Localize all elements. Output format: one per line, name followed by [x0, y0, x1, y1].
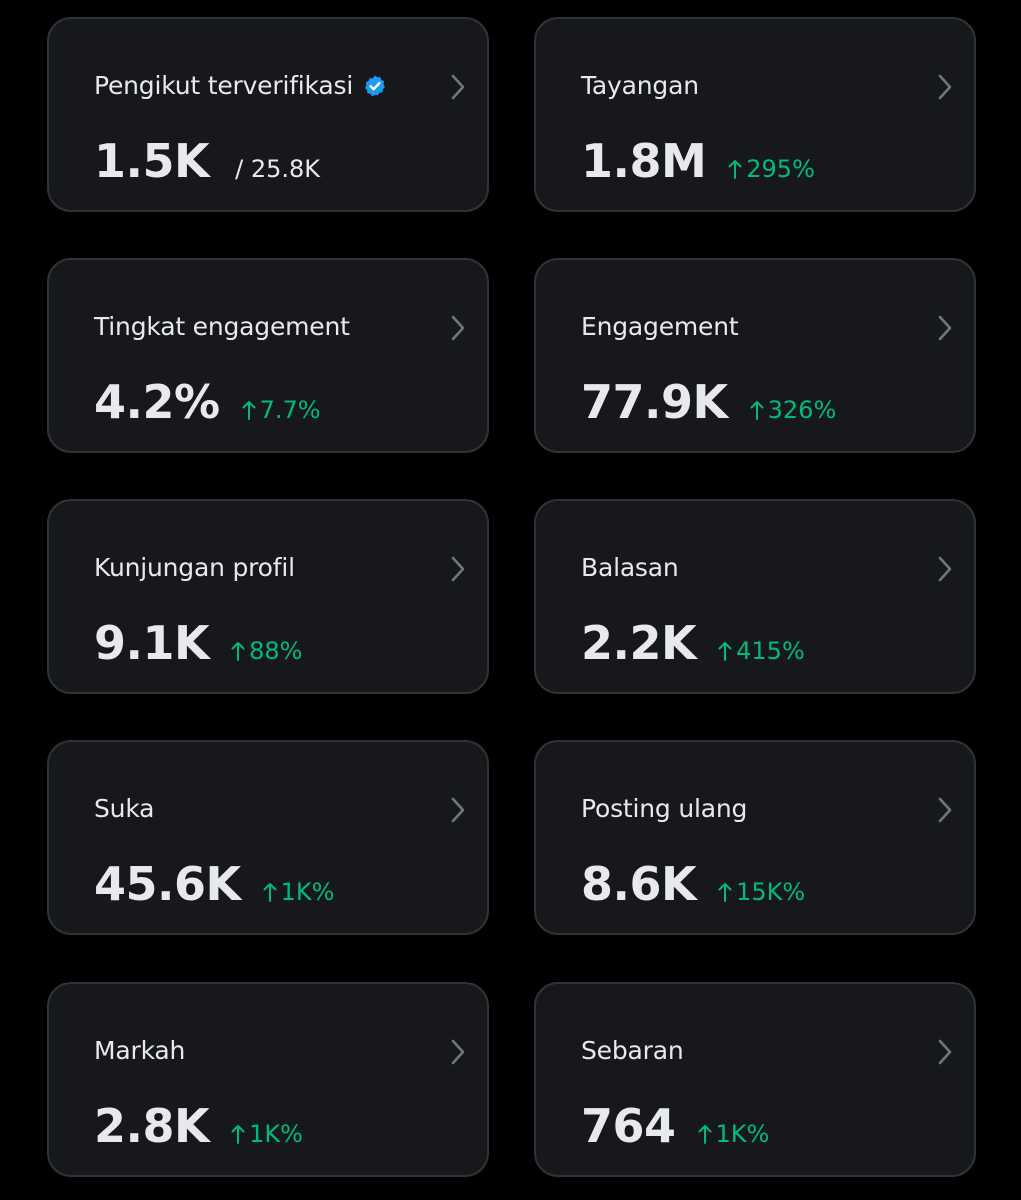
metric-value-row: 2.2K 415%	[581, 615, 805, 671]
chevron-right-icon	[451, 315, 465, 341]
metric-card-profile-visits[interactable]: Kunjungan profil 9.1K 88%	[47, 499, 489, 694]
metric-change: 1K%	[698, 1120, 770, 1148]
metric-value: 8.6K	[581, 857, 697, 911]
arrow-up-icon	[750, 401, 764, 420]
arrow-up-icon	[263, 883, 277, 902]
chevron-right-icon	[938, 797, 952, 823]
metric-value-row: 1.5K / 25.8K	[94, 133, 320, 189]
arrow-up-icon	[728, 160, 742, 179]
metric-change: 88%	[231, 637, 302, 665]
metric-value: 1.8M	[581, 134, 707, 188]
metric-value: 45.6K	[94, 857, 241, 911]
arrow-up-icon	[231, 642, 245, 661]
metric-label: Tayangan	[581, 71, 699, 100]
metric-value-row: 4.2% 7.7%	[94, 374, 321, 430]
metric-value: 77.9K	[581, 375, 728, 429]
metric-value-row: 1.8M 295%	[581, 133, 815, 189]
chevron-right-icon	[451, 74, 465, 100]
metric-change: 7.7%	[242, 396, 321, 424]
metric-change: 326%	[750, 396, 837, 424]
metric-card-likes[interactable]: Suka 45.6K 1K%	[47, 740, 489, 935]
metric-change: 295%	[728, 155, 815, 183]
chevron-right-icon	[938, 1039, 952, 1065]
chevron-right-icon	[451, 1039, 465, 1065]
metric-value-row: 77.9K 326%	[581, 374, 836, 430]
metric-total: / 25.8K	[235, 155, 321, 183]
metric-label: Posting ulang	[581, 794, 748, 823]
metric-change-value: 326%	[767, 396, 837, 424]
metric-label: Markah	[94, 1036, 186, 1065]
metric-value: 2.2K	[581, 616, 697, 670]
metric-change-value: 415%	[736, 637, 805, 665]
metric-change: 1K%	[231, 1120, 303, 1148]
metric-change-value: 1K%	[280, 878, 335, 906]
metric-card-shares[interactable]: Sebaran 764 1K%	[534, 982, 976, 1177]
metric-value: 9.1K	[94, 616, 210, 670]
metric-change-value: 7.7%	[259, 396, 321, 424]
metric-value: 1.5K	[94, 134, 210, 188]
metric-card-verified-followers[interactable]: Pengikut terverifikasi 1.5K / 25.8K	[47, 17, 489, 212]
metric-value: 4.2%	[94, 375, 220, 429]
arrow-up-icon	[231, 1125, 245, 1144]
metric-card-engagement[interactable]: Engagement 77.9K 326%	[534, 258, 976, 453]
metric-value-row: 2.8K 1K%	[94, 1098, 303, 1154]
metric-change-value: 15K%	[736, 878, 806, 906]
metric-card-bookmarks[interactable]: Markah 2.8K 1K%	[47, 982, 489, 1177]
metric-value-row: 9.1K 88%	[94, 615, 302, 671]
chevron-right-icon	[938, 315, 952, 341]
metric-value-row: 8.6K 15K%	[581, 856, 805, 912]
metric-label: Kunjungan profil	[94, 553, 295, 582]
metric-label: Balasan	[581, 553, 679, 582]
metric-value-row: 764 1K%	[581, 1098, 769, 1154]
metric-label: Suka	[94, 794, 155, 823]
chevron-right-icon	[938, 556, 952, 582]
metric-change: 415%	[718, 637, 805, 665]
metric-change-value: 88%	[249, 637, 303, 665]
chevron-right-icon	[451, 797, 465, 823]
metric-card-reposts[interactable]: Posting ulang 8.6K 15K%	[534, 740, 976, 935]
metric-label: Engagement	[581, 312, 739, 341]
metric-value-row: 45.6K 1K%	[94, 856, 334, 912]
metric-change: 1K%	[263, 878, 335, 906]
metric-card-replies[interactable]: Balasan 2.2K 415%	[534, 499, 976, 694]
arrow-up-icon	[242, 401, 256, 420]
metric-value: 764	[581, 1099, 676, 1153]
arrow-up-icon	[718, 883, 732, 902]
metric-label: Tingkat engagement	[94, 312, 350, 341]
arrow-up-icon	[718, 642, 732, 661]
metric-change-value: 1K%	[715, 1120, 770, 1148]
metric-card-impressions[interactable]: Tayangan 1.8M 295%	[534, 17, 976, 212]
verified-badge-icon	[365, 75, 386, 97]
metric-change-value: 295%	[746, 155, 815, 183]
metric-label-row: Pengikut terverifikasi	[94, 71, 387, 101]
metric-value: 2.8K	[94, 1099, 210, 1153]
chevron-right-icon	[938, 74, 952, 100]
metric-label: Pengikut terverifikasi	[94, 71, 354, 100]
metric-change: 15K%	[718, 878, 805, 906]
arrow-up-icon	[698, 1125, 712, 1144]
metric-change-value: 1K%	[249, 1120, 303, 1148]
chevron-right-icon	[451, 556, 465, 582]
metric-card-engagement-rate[interactable]: Tingkat engagement 4.2% 7.7%	[47, 258, 489, 453]
metric-label: Sebaran	[581, 1036, 684, 1065]
